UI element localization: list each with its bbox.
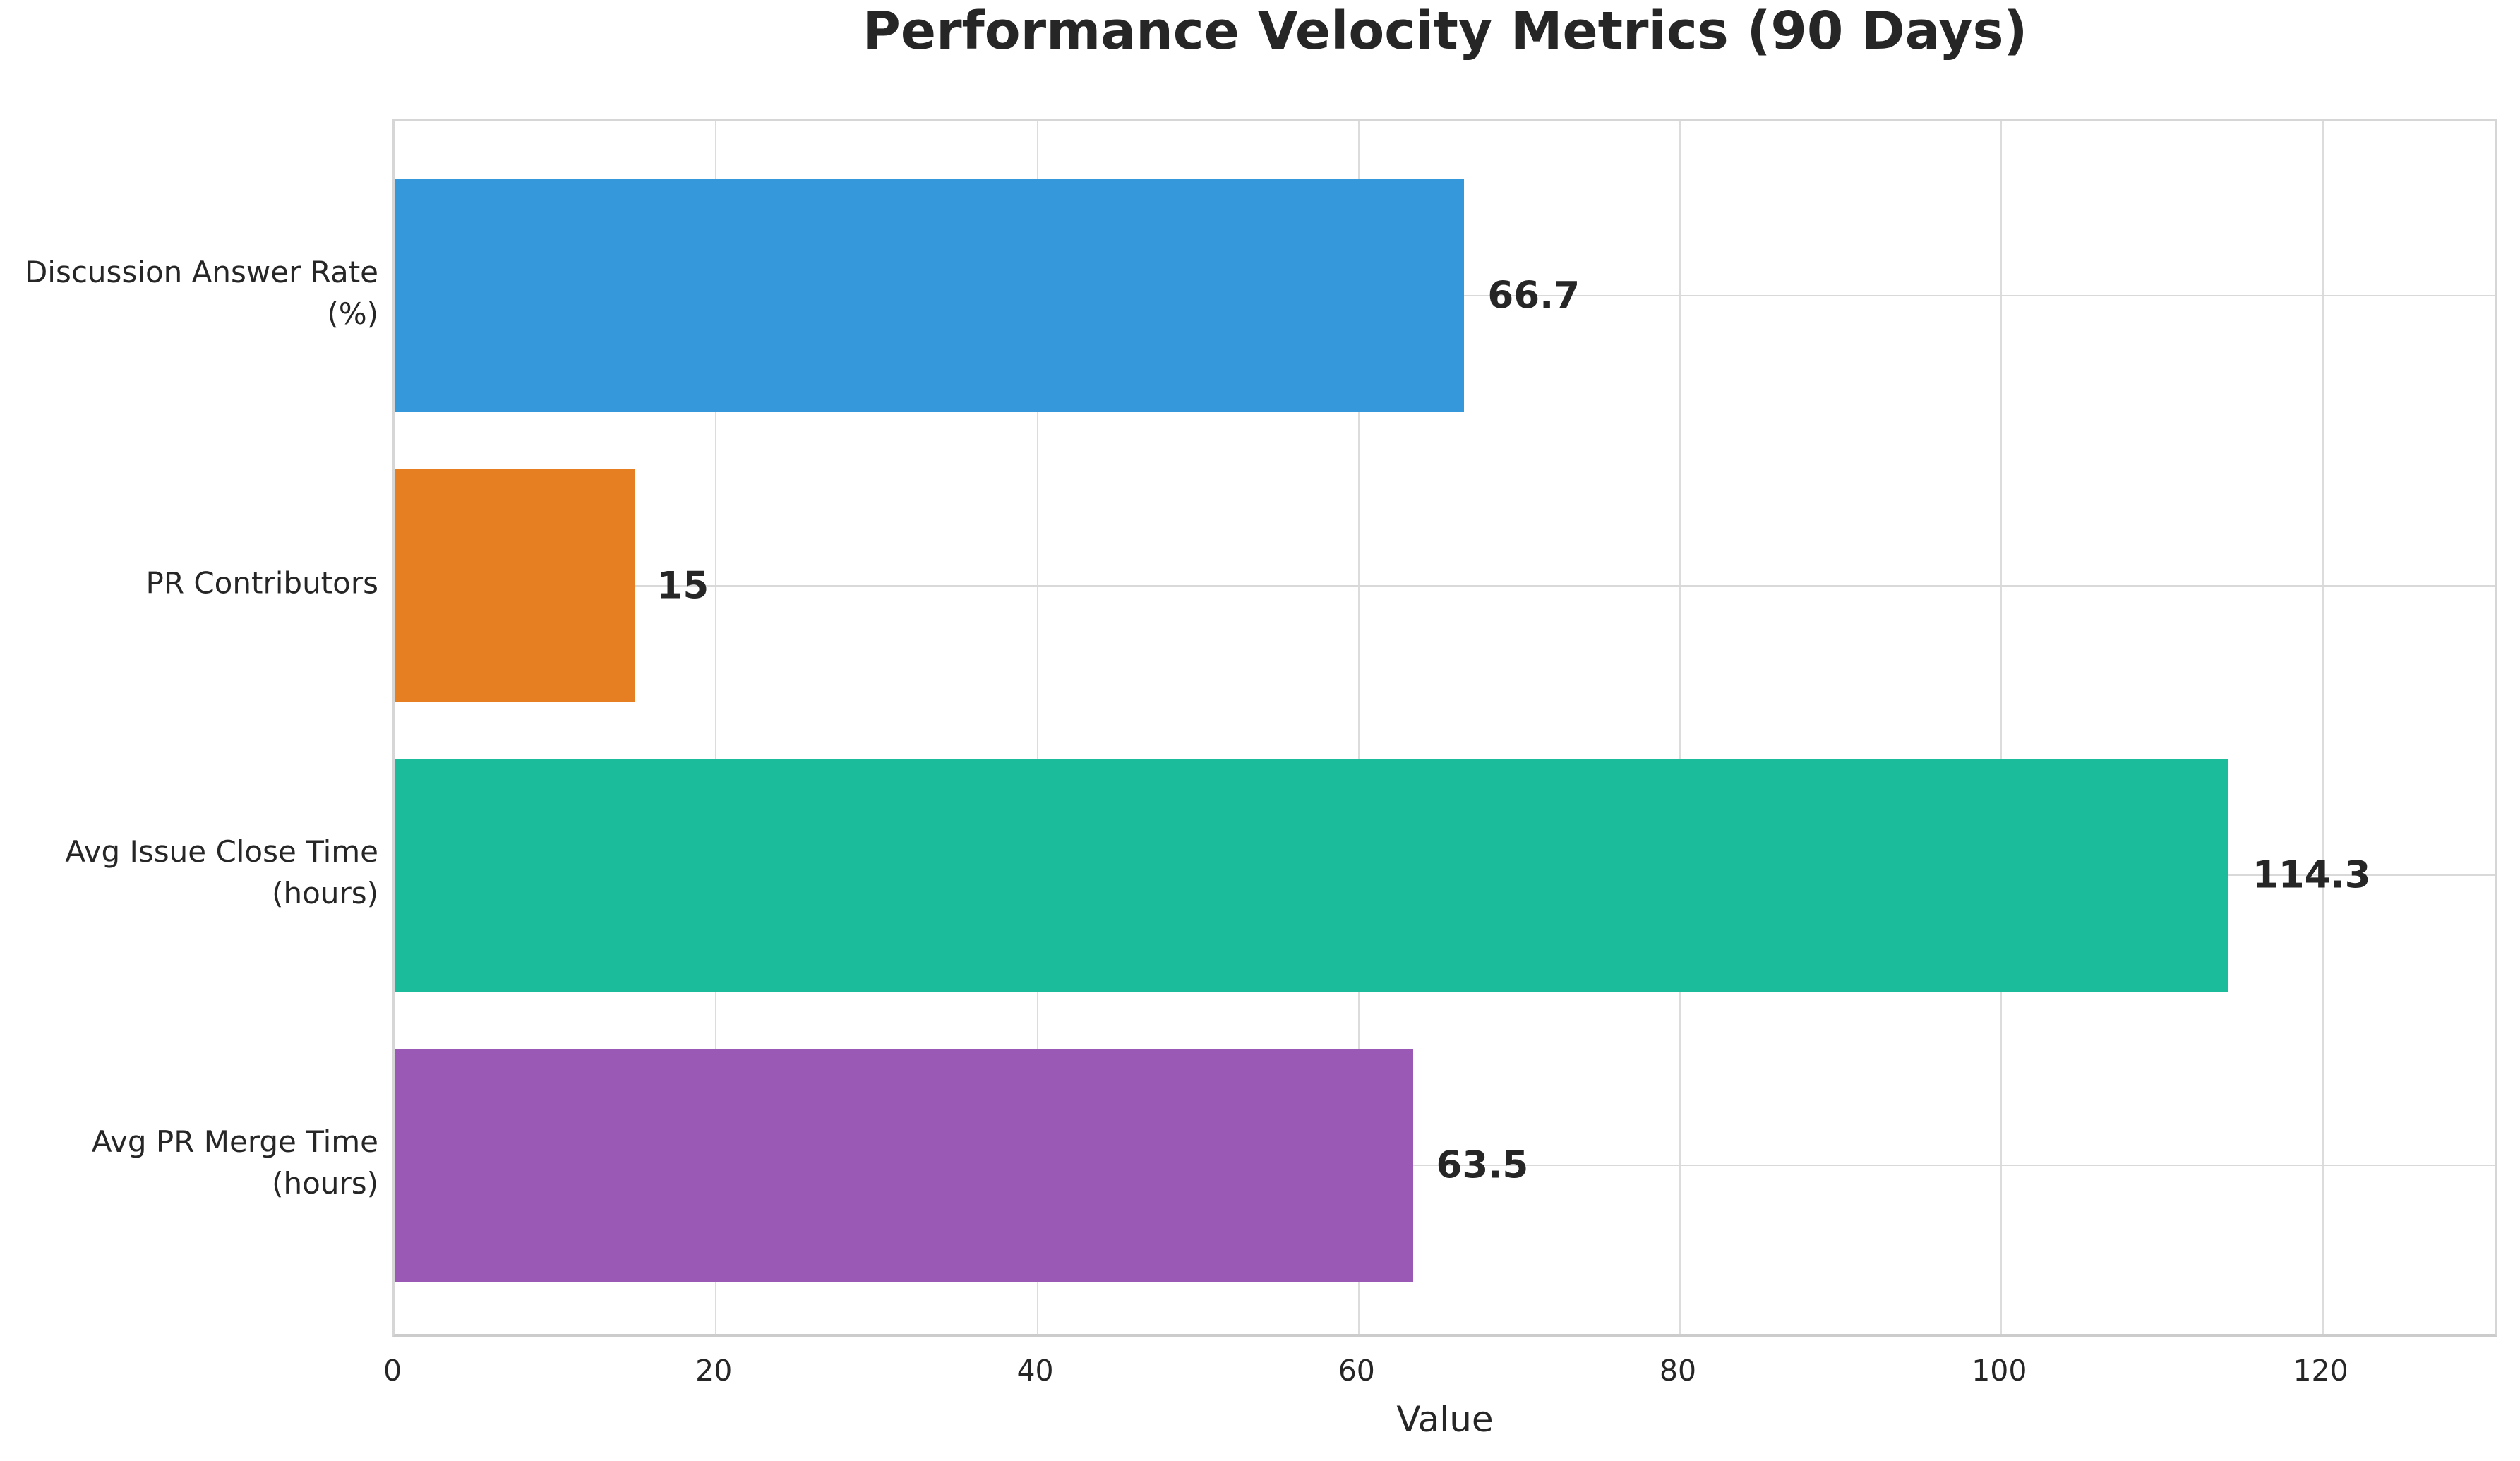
bar-row: 63.5 [395, 1021, 2495, 1311]
v-gridline [2000, 121, 2003, 1334]
h-gridline [395, 1164, 2495, 1166]
v-gridline [2322, 121, 2324, 1334]
x-tick-label: 120 [2293, 1354, 2348, 1388]
y-tick-label: Avg PR Merge Time (hours) [91, 1124, 378, 1201]
x-axis-label: Value [1396, 1399, 1494, 1440]
y-tick-label: PR Contributors [145, 565, 379, 601]
y-tick-label: Discussion Answer Rate (%) [24, 255, 378, 332]
bar-value-label: 15 [656, 564, 709, 608]
bar-pr-contributors [395, 469, 635, 702]
bar-value-label: 66.7 [1487, 274, 1580, 318]
bar-row: 114.3 [395, 730, 2495, 1021]
x-tick-label: 0 [383, 1354, 402, 1388]
bar-avg-issue-close-time [395, 759, 2228, 992]
bar-row: 15 [395, 441, 2495, 731]
y-tick-label: Avg Issue Close Time (hours) [65, 834, 378, 911]
x-tick-label: 80 [1659, 1354, 1697, 1388]
v-gridline [715, 121, 717, 1334]
bar-value-label: 63.5 [1436, 1143, 1529, 1187]
bar-discussion-answer-rate [395, 179, 1465, 413]
x-tick-label: 40 [1016, 1354, 1054, 1388]
bar-row: 66.7 [395, 151, 2495, 441]
plot-area: 66.7 15 114.3 63.5 [392, 119, 2497, 1337]
bar-avg-pr-merge-time [395, 1048, 1413, 1282]
x-tick-label: 100 [1972, 1354, 2027, 1388]
v-gridline [1679, 121, 1681, 1334]
bar-value-label: 114.3 [2252, 853, 2371, 897]
chart-title: Performance Velocity Metrics (90 Days) [862, 1, 2028, 61]
v-gridline [1357, 121, 1360, 1334]
v-gridline [1036, 121, 1038, 1334]
x-tick-label: 20 [695, 1354, 733, 1388]
x-tick-label: 60 [1338, 1354, 1375, 1388]
h-gridline [395, 584, 2495, 587]
